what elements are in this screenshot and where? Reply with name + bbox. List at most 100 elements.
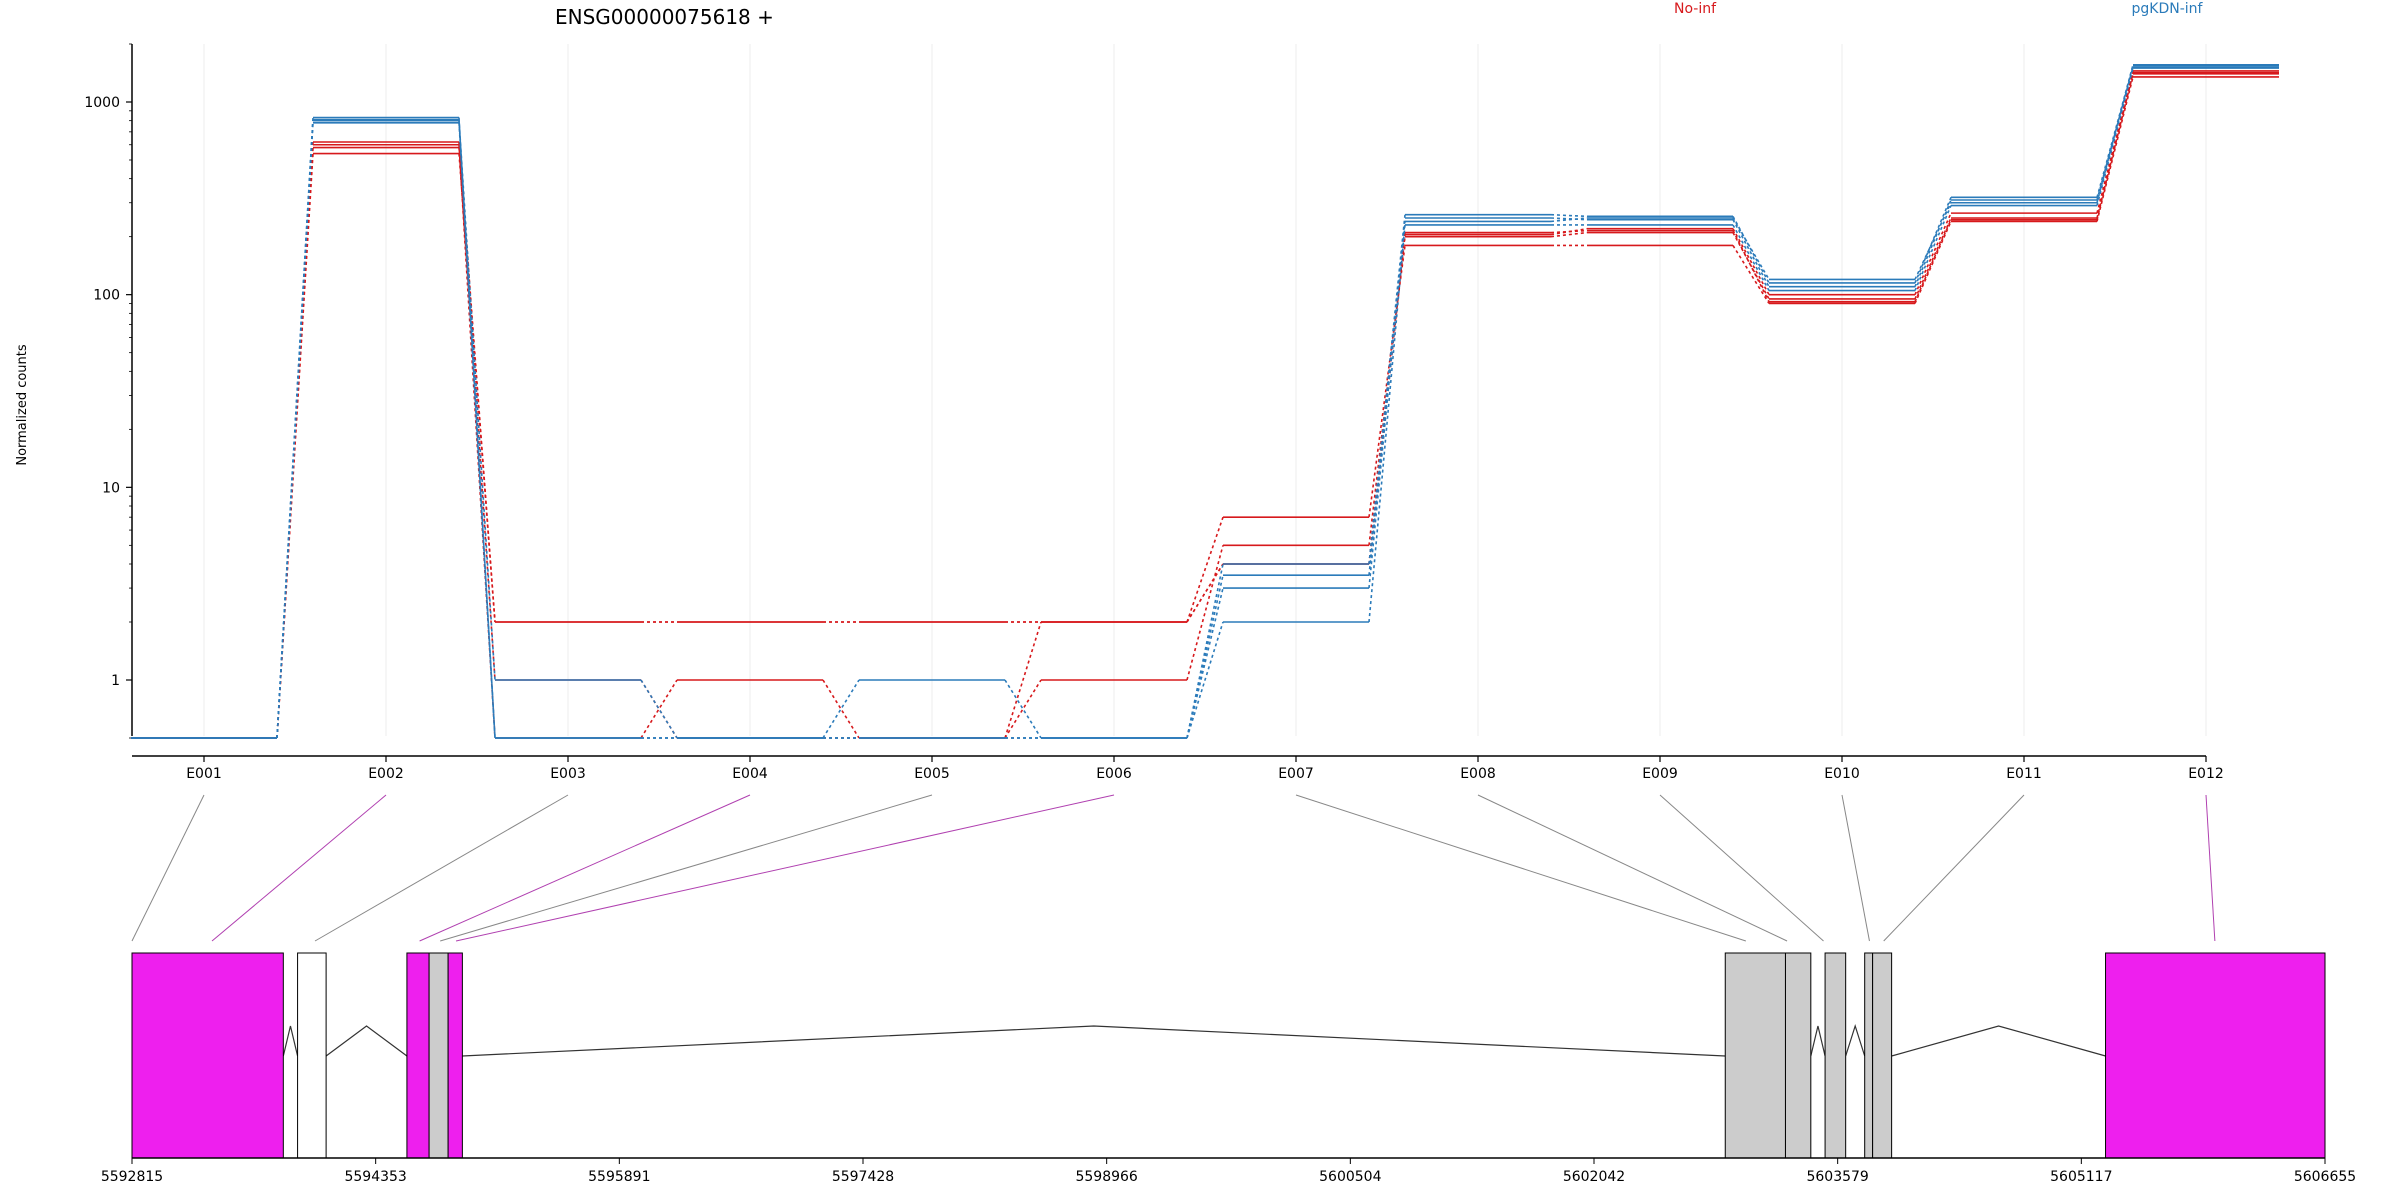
exon-box-e011 [1872,952,1893,1159]
x-tick-label-e004: E004 [732,766,768,782]
series-pgkdn-inf-5 [131,66,2279,739]
intron-line [1845,1024,1866,1057]
series-connector [1368,217,1406,589]
x-tick-label-e010: E010 [1824,766,1860,782]
intron-line [1810,1025,1826,1057]
exon-box-e001 [131,952,284,1159]
series-connector [1550,217,1588,223]
x-tick-label-e003: E003 [550,766,586,782]
series-connector [276,141,314,739]
intron-line [325,1025,408,1057]
x-tick-label-e001: E001 [186,766,222,782]
y-tick-label-1000: 1000 [84,95,120,111]
series-connector [1186,545,1224,681]
genomic-tick-label: 5602042 [1563,1169,1625,1185]
series-connector [1004,679,1042,739]
series-connector [1368,221,1406,576]
series-connector [458,147,496,681]
series-connector [1914,205,1952,291]
exon-box-e005 [447,952,463,1159]
series-connector [1004,621,1042,739]
genomic-tick-label: 5595891 [588,1169,650,1185]
series-connector [276,120,314,739]
exon-connector-e005 [440,794,933,942]
series-no-inf-1 [131,73,2279,739]
series-connector [1914,199,1952,287]
x-tick-label-e011: E011 [2006,766,2042,782]
series-connector [2096,72,2134,220]
series-connector [822,679,860,739]
series-connector [2096,70,2134,214]
series-connector [1186,587,1224,739]
series-no-inf-0 [131,76,2279,739]
series-connector [1732,219,1770,288]
series-connector [822,679,860,739]
genomic-tick-label: 5594353 [344,1169,406,1185]
exon-box-e009 [1824,952,1847,1159]
exon-connector-e010 [1841,794,1870,942]
series-connector [1732,230,1770,303]
series-layer [131,63,2279,739]
y-tick-label-100: 100 [93,288,120,304]
series-connector [1550,213,1588,218]
series-connector [1368,224,1406,623]
series-connector [640,679,678,739]
chart-title: ENSG00000075618 + [555,5,774,29]
legend-label-pgkdn-inf: pgKDN-inf [2132,1,2204,17]
series-connector [1186,516,1224,623]
exon-box-e010 [1864,952,1874,1159]
series-connector [1004,679,1042,739]
genomic-tick-label: 5598966 [1075,1169,1137,1185]
y-axis-label: Normalized counts [15,344,30,466]
exon-box-e002 [297,952,327,1159]
series-connector [1550,217,1588,221]
intron-line [1891,1025,2106,1057]
series-connector [640,679,678,739]
series-connector [1186,575,1224,739]
series-connector [1732,224,1770,291]
x-tick-label-e005: E005 [914,766,950,782]
x-tick-label-e006: E006 [1096,766,1132,782]
exon-connector-e011 [1883,794,2025,942]
exon-connector-e001 [131,794,205,942]
series-connector [640,679,678,739]
y-tick-label-1: 1 [111,673,120,689]
exon-box-e004 [428,952,449,1159]
series-pgkdn-inf-4 [131,67,2279,739]
exon-connector-e004 [419,794,751,942]
genomic-tick-label: 5600504 [1319,1169,1381,1185]
series-connector [458,120,496,739]
series-no-inf-3 [131,71,2279,739]
exon-connector-e002 [211,794,387,942]
exon-box-e008 [1784,952,1812,1159]
genomic-tick-label: 5605117 [2050,1169,2112,1185]
x-tick-label-e009: E009 [1642,766,1678,782]
exon-box-e012 [2105,952,2326,1159]
x-tick-label-e002: E002 [368,766,404,782]
series-connector [1186,621,1224,739]
intron-line [282,1025,299,1057]
series-connector [1550,229,1588,234]
exon-connector-e012 [2205,794,2216,942]
legend-label-no-inf: No-inf [1674,1,1717,17]
connector-layer [131,794,2216,942]
gene-model: 5592815 5594353 5595891 5597428 5598966 56005… [101,952,2356,1185]
x-tick-label-e012: E012 [2188,766,2224,782]
x-tick-label-e008: E008 [1460,766,1496,782]
series-no-inf-2 [131,70,2279,739]
series-connector [1732,245,1770,304]
series-connector [1368,214,1406,565]
genomic-tick-label: 5606655 [2294,1169,2356,1185]
series-connector [1550,231,1588,238]
grid-layer [203,44,2207,736]
exon-box-e007 [1724,952,1786,1159]
intron-line [462,1025,1726,1057]
series-connector [1732,228,1770,296]
genomic-tick-label: 5603579 [1806,1169,1868,1185]
exon-connector-e008 [1477,794,1788,942]
series-connector [1914,219,1952,302]
genomic-tick-label: 5592815 [101,1169,163,1185]
exon-connector-e006 [455,794,1115,942]
